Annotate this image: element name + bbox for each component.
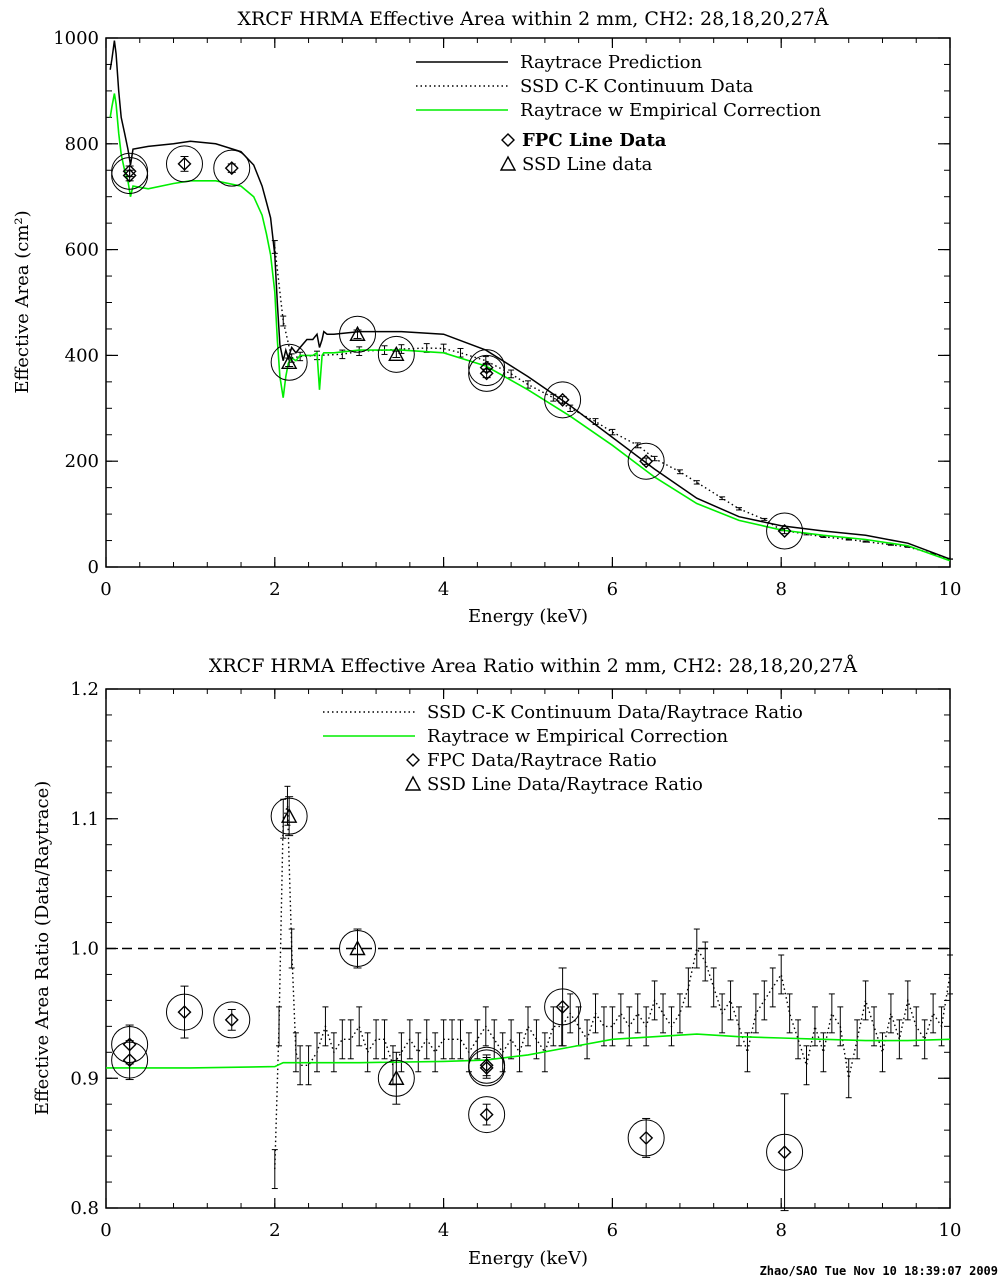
- x-tick-label: 8: [775, 579, 786, 600]
- y-tick-label: 200: [65, 451, 99, 472]
- fpc-diamond-marker: [479, 366, 494, 381]
- legend-label: Raytrace w Empirical Correction: [520, 100, 822, 121]
- y-tick-label: 1000: [53, 28, 99, 49]
- y-axis-label: Effective Area Ratio (Data/Raytrace): [32, 781, 53, 1116]
- fpc-point-circle: [111, 157, 149, 195]
- y-tick-label: 800: [65, 134, 99, 155]
- x-axis-label: Energy (keV): [468, 1248, 588, 1269]
- legend-label: FPC Line Data: [522, 130, 667, 151]
- fpc-point-circle: [468, 1096, 506, 1134]
- fpc-diamond-marker: [555, 999, 570, 1014]
- effective-area-panel: XRCF HRMA Effective Area within 2 mm, CH…: [12, 8, 961, 627]
- x-tick-label: 10: [939, 579, 962, 600]
- legend-label: SSD Line data: [522, 154, 653, 175]
- legend-label: FPC Data/Raytrace Ratio: [427, 750, 657, 771]
- y-tick-label: 400: [65, 345, 99, 366]
- fpc-point-circle: [213, 149, 251, 187]
- fpc-diamond-marker: [224, 1012, 239, 1027]
- legend-diamond-icon: [501, 133, 515, 147]
- legend-label: SSD Line Data/Raytrace Ratio: [427, 774, 703, 795]
- ssd-triangle-marker: [388, 345, 405, 362]
- series-layer: [106, 785, 953, 1190]
- legend-label: Raytrace w Empirical Correction: [427, 726, 729, 747]
- chart-title: XRCF HRMA Effective Area within 2 mm, CH…: [237, 8, 828, 30]
- legend-triangle-icon: [499, 155, 517, 171]
- legend-label: Raytrace Prediction: [520, 52, 702, 73]
- ssd-point-circle: [377, 335, 415, 373]
- legend-triangle-icon: [404, 775, 422, 791]
- fpc-point-circle: [766, 512, 804, 550]
- fpc-diamond-marker: [177, 1005, 192, 1020]
- ssd-triangle-marker: [280, 353, 298, 369]
- fpc-diamond-marker: [224, 161, 239, 176]
- ssd-triangle-marker: [349, 940, 366, 956]
- x-tick-label: 6: [607, 579, 618, 600]
- ssd-triangle-marker: [349, 325, 366, 341]
- markers-layer: [111, 145, 804, 550]
- fpc-point-circle: [544, 381, 582, 419]
- x-tick-label: 4: [438, 579, 449, 600]
- axis-ticks: 0 2 4 6 8 10 0.8 0.9 1.0 1.1 1.2: [70, 679, 961, 1241]
- fpc-point-circle: [468, 1049, 506, 1087]
- fpc-diamond-marker: [555, 392, 570, 407]
- x-tick-label: 4: [438, 1220, 449, 1241]
- x-tick-label: 6: [607, 1220, 618, 1241]
- x-tick-label: 0: [100, 1220, 111, 1241]
- legend-label: SSD C-K Continuum Data/Raytrace Ratio: [427, 702, 803, 723]
- fpc-diamond-marker: [777, 524, 792, 539]
- y-tick-label: 0.8: [70, 1198, 99, 1219]
- chart-title: XRCF HRMA Effective Area Ratio within 2 …: [209, 655, 858, 677]
- fpc-diamond-marker: [777, 1145, 792, 1160]
- x-tick-label: 2: [269, 1220, 280, 1241]
- fpc-diamond-marker: [479, 1060, 494, 1075]
- x-axis-label: Energy (keV): [468, 606, 588, 627]
- fpc-point-circle: [165, 145, 203, 183]
- y-tick-label: 1.0: [70, 939, 99, 960]
- x-tick-label: 8: [775, 1220, 786, 1241]
- ssd-point-circle: [270, 343, 308, 381]
- series-ssd-c-k-continuum-data: [274, 246, 951, 560]
- x-tick-label: 0: [100, 579, 111, 600]
- y-tick-label: 1.2: [70, 679, 99, 700]
- fpc-diamond-marker: [479, 1107, 494, 1122]
- fpc-diamond-marker: [122, 168, 137, 183]
- x-tick-label: 10: [939, 1220, 962, 1241]
- markers-layer: [111, 796, 804, 1212]
- fpc-point-circle: [468, 354, 506, 392]
- series-raytrace-prediction: [109, 40, 951, 560]
- y-tick-label: 600: [65, 240, 99, 261]
- fpc-diamond-marker: [177, 156, 192, 171]
- legend-label: SSD C-K Continuum Data: [520, 76, 754, 97]
- y-tick-label: 0: [88, 557, 99, 578]
- ssd-point-circle: [339, 315, 377, 353]
- legend-diamond-icon: [406, 753, 420, 767]
- fpc-diamond-marker: [639, 454, 654, 469]
- fpc-diamond-marker: [639, 1130, 654, 1145]
- ssd-triangle-marker: [280, 807, 298, 823]
- series-ssd-c-k-continuum-data-raytrace-ratio: [274, 805, 951, 1170]
- effective-area-ratio-panel: XRCF HRMA Effective Area Ratio within 2 …: [32, 655, 961, 1269]
- series-raytrace-w-empirical-correction: [106, 1033, 951, 1069]
- fpc-diamond-marker: [122, 1053, 137, 1068]
- axis-ticks: 0 2 4 6 8 10 0 200 400 600 800 1000: [53, 28, 961, 600]
- ssd-triangle-marker: [388, 1069, 405, 1085]
- y-tick-label: 1.1: [70, 809, 99, 830]
- fpc-point-circle: [627, 442, 665, 480]
- fpc-point-circle: [213, 1001, 251, 1039]
- x-tick-label: 2: [269, 579, 280, 600]
- legend: SSD C-K Continuum Data/Raytrace Ratio Ray…: [323, 702, 803, 795]
- y-axis-label: Effective Area (cm²): [12, 210, 33, 393]
- fpc-point-circle: [468, 349, 506, 387]
- y-tick-label: 0.9: [70, 1068, 99, 1089]
- legend: Raytrace Prediction SSD C-K Continuum Dat…: [416, 52, 822, 175]
- footer-stamp: Zhao/SAO Tue Nov 10 18:39:07 2009: [760, 1264, 998, 1278]
